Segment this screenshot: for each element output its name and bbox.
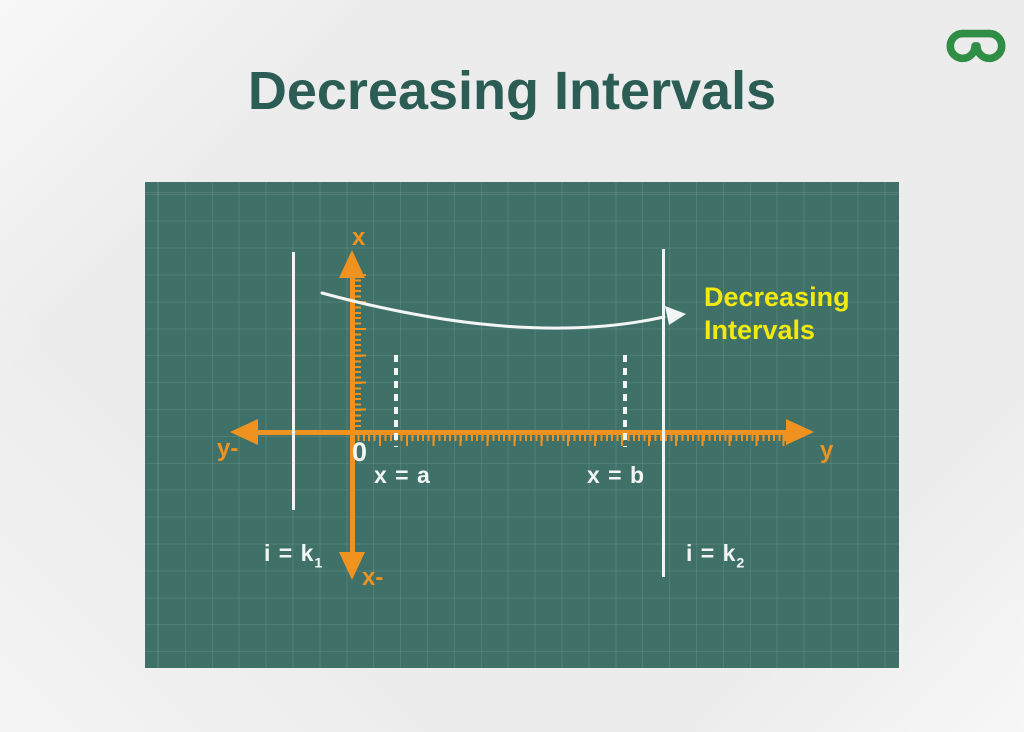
k2-label-text: i = k (686, 540, 737, 566)
curve-arrowhead-icon (665, 306, 686, 325)
vertical-axis-ticks (355, 274, 366, 432)
decreasing-intervals-annotation: Decreasing Intervals (704, 281, 850, 347)
x-equals-a-label: x = a (374, 462, 431, 488)
horizontal-axis-left-arrow-icon (230, 419, 258, 445)
annotation-line-1: Decreasing (704, 282, 850, 312)
page-title: Decreasing Intervals (247, 61, 777, 121)
y-axis-left-label: y- (217, 435, 239, 462)
horizontal-axis-ticks (352, 435, 792, 446)
x-equals-b-label: x = b (587, 462, 646, 488)
k2-boundary-line (662, 249, 665, 577)
geeksforgeeks-logo-icon (946, 29, 1006, 63)
vertical-axis-top-arrow-icon (339, 250, 365, 278)
k1-label: i = k1 (264, 540, 322, 571)
logo-left-g (946, 29, 979, 63)
x-a-dashed-line (394, 355, 398, 447)
k1-label-text: i = k (264, 540, 315, 566)
k2-label-subscript: 2 (736, 555, 745, 572)
horizontal-axis-line (256, 430, 788, 435)
vertical-axis-line (350, 276, 355, 554)
vertical-axis-bottom-arrow-icon (339, 552, 365, 580)
annotation-line-2: Intervals (704, 315, 816, 345)
origin-label: 0 (352, 437, 369, 467)
decreasing-curve (320, 291, 686, 330)
y-axis-right-label: y (820, 437, 834, 464)
graph-board (145, 182, 899, 668)
curve-path (320, 291, 666, 330)
k2-label: i = k2 (686, 540, 744, 571)
x-axis-bottom-label: x- (362, 564, 384, 591)
k1-boundary-line (292, 252, 295, 510)
k1-label-subscript: 1 (314, 555, 323, 572)
logo-right-g (973, 29, 1006, 63)
x-axis-top-label: x (352, 224, 366, 251)
x-b-dashed-line (623, 355, 627, 447)
